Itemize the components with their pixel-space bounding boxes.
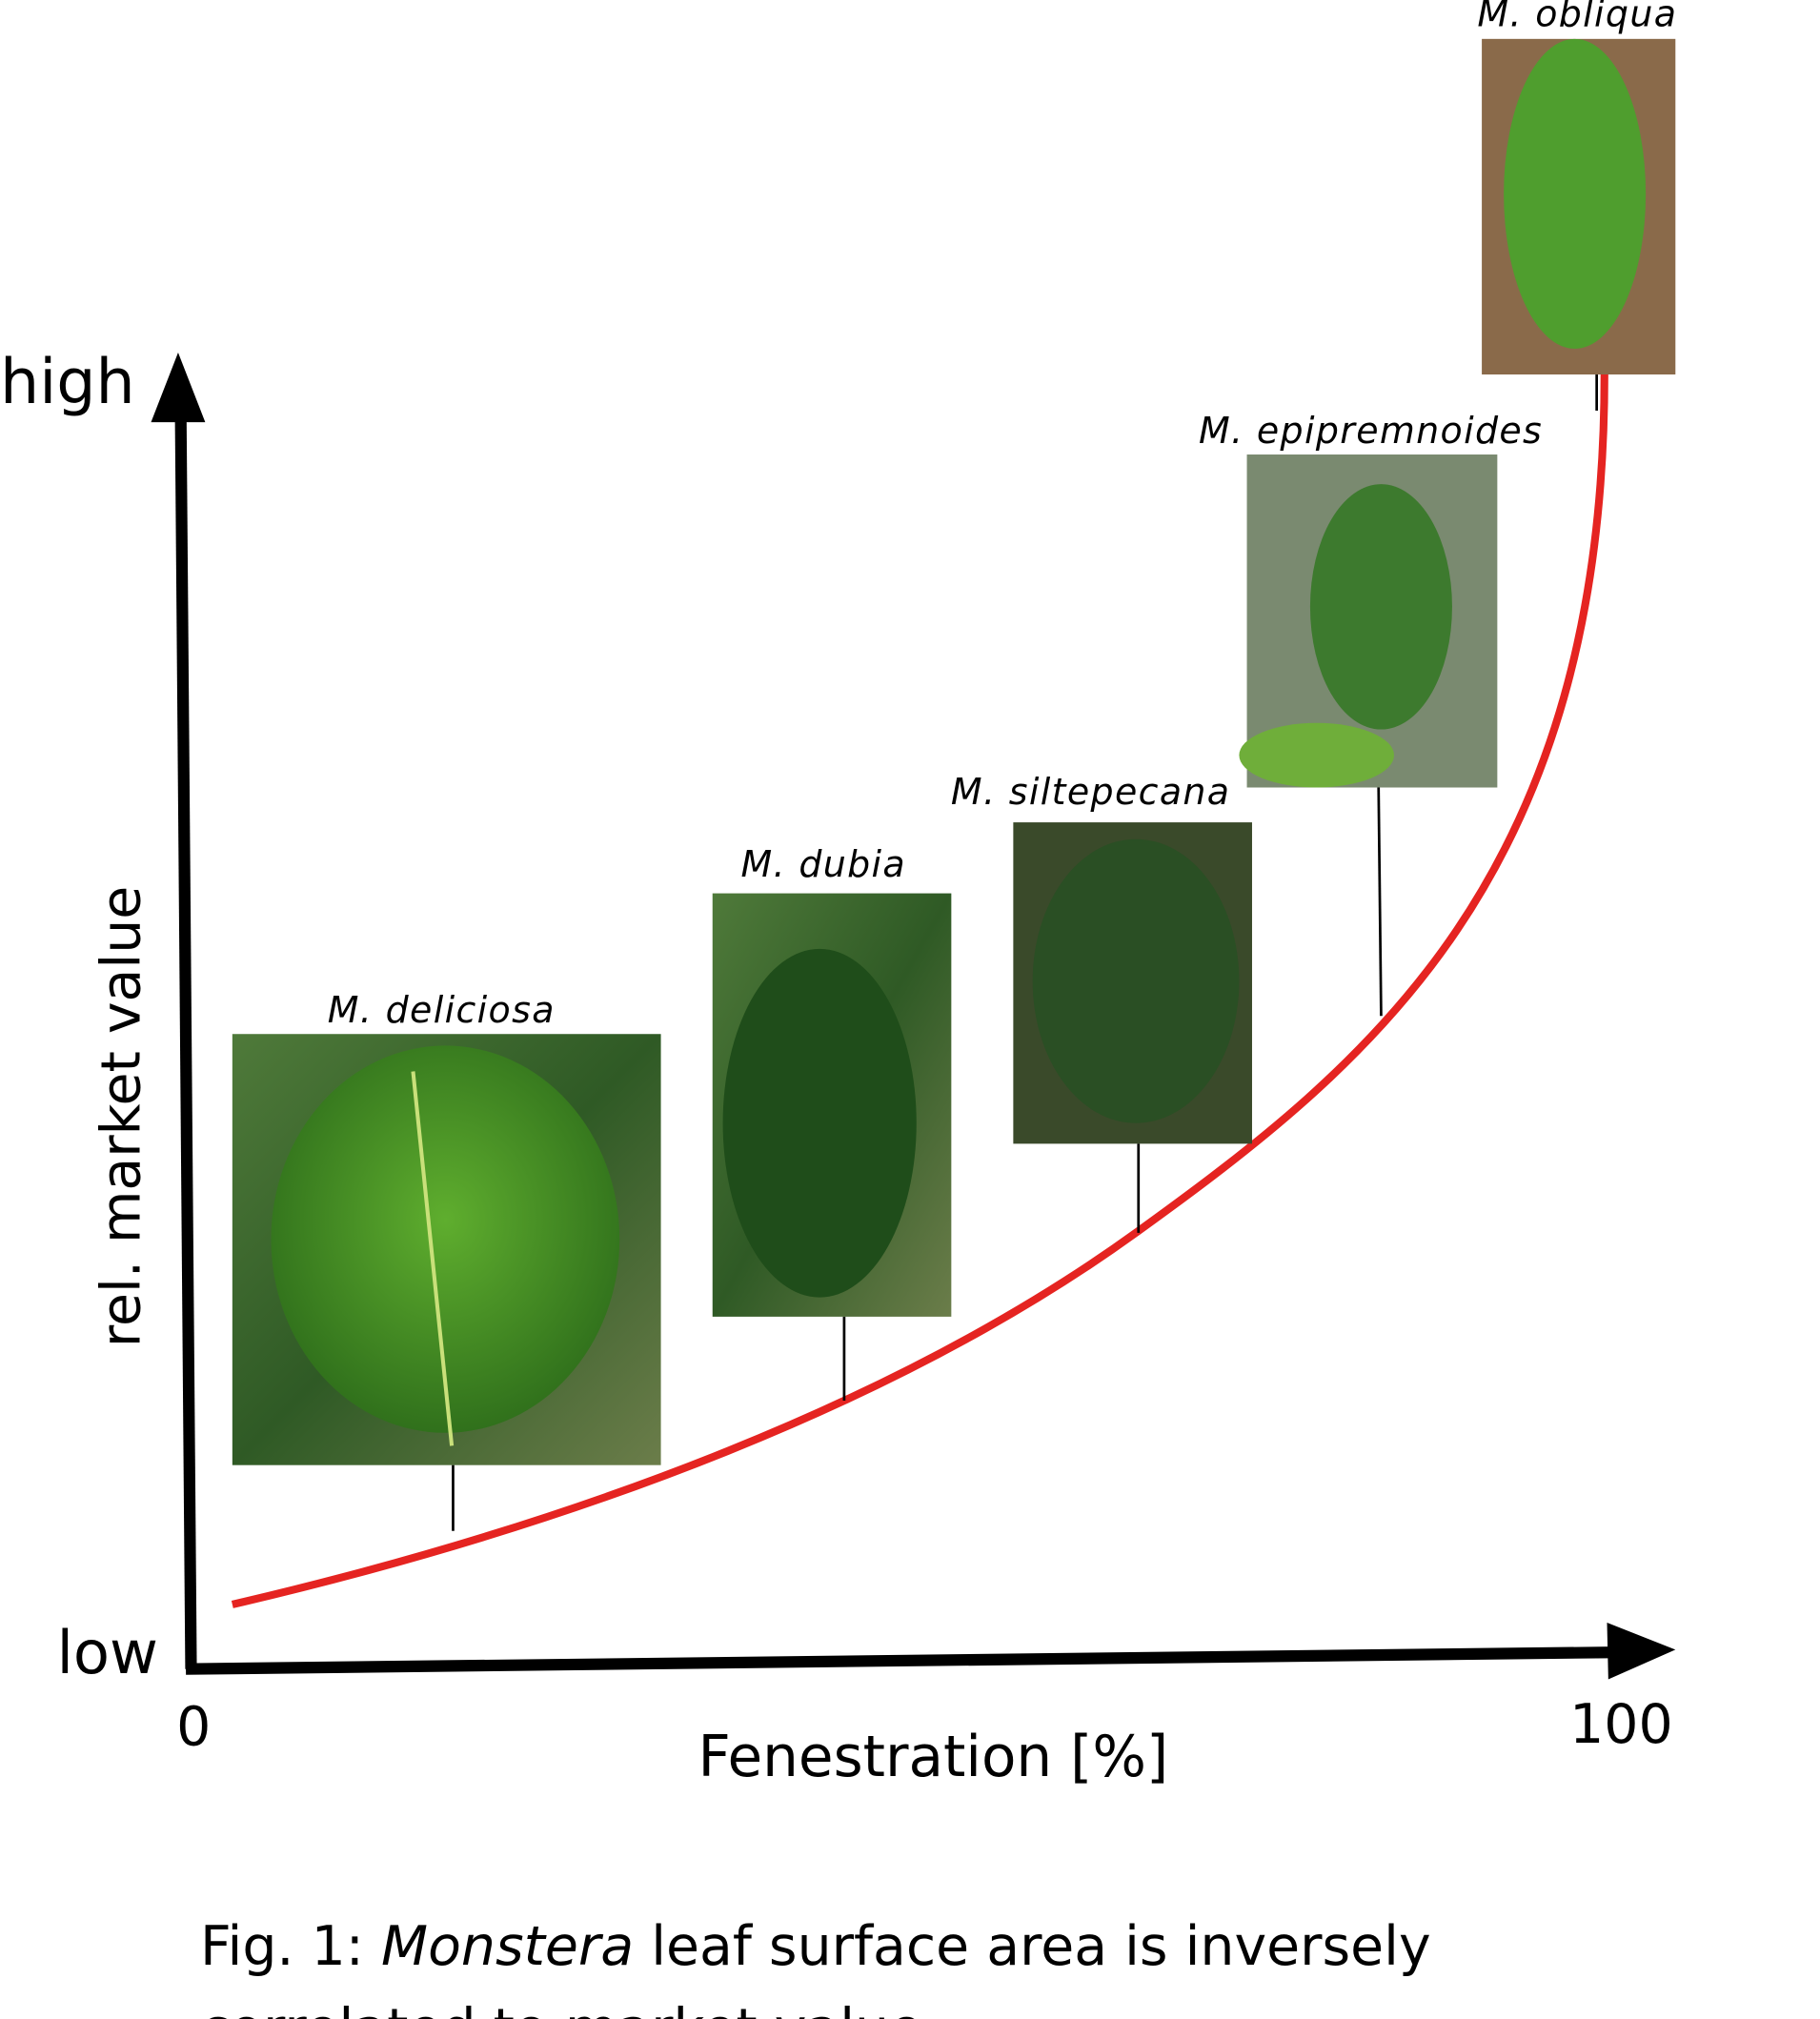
y-high-label: high [0,347,135,418]
connectors [452,374,1599,1531]
photo [1239,454,1498,788]
x-tick-label: 100 [1569,1693,1673,1756]
x-arrow [1607,1622,1676,1680]
caption-line: correlated to market value [200,1998,922,2019]
y-axis-title: rel. market value [90,886,152,1347]
y-arrow [151,353,206,423]
x-axis [185,1646,1621,1675]
x-axis-title: Fenestration [%] [698,1725,1168,1790]
y-axis [174,413,197,1669]
photo [232,1034,661,1465]
species-label: M. deliciosa [328,989,556,1031]
species-label: M. dubia [740,843,906,885]
caption-italic: Monstera [381,1915,634,1978]
photo [712,893,952,1317]
caption-line: Fig. 1: Monstera leaf surface area is in… [200,1915,1431,1978]
connector [1377,787,1383,1017]
photo [1482,38,1676,375]
photo [1013,822,1252,1144]
caption-prefix: Fig. 1: [200,1915,381,1978]
x-tick-label: 0 [176,1696,211,1759]
species-label: M. siltepecana [951,771,1230,813]
species-label: M. obliqua [1477,0,1677,34]
caption-rest: leaf surface area is inversely [634,1915,1431,1978]
species-label: M. epipremnoides [1199,410,1543,452]
trend-curve [231,374,1608,1608]
y-low-label: low [57,1618,158,1687]
